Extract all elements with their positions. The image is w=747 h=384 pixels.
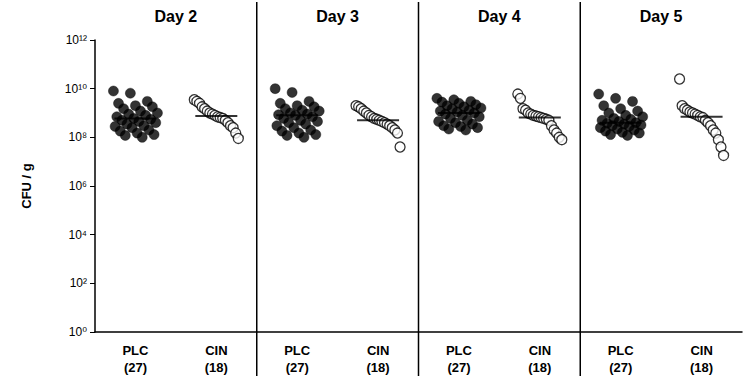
svg-text:(18): (18): [528, 360, 551, 375]
svg-text:PLC: PLC: [446, 343, 473, 358]
svg-text:Day 4: Day 4: [478, 8, 521, 25]
svg-text:(18): (18): [690, 360, 713, 375]
svg-text:PLC: PLC: [122, 343, 149, 358]
svg-text:10¹²: 10¹²: [66, 33, 87, 47]
svg-text:PLC: PLC: [284, 343, 311, 358]
svg-text:(18): (18): [205, 360, 228, 375]
svg-text:10²: 10²: [70, 276, 87, 290]
svg-text:(27): (27): [124, 360, 147, 375]
svg-text:(18): (18): [367, 360, 390, 375]
svg-text:10⁰: 10⁰: [69, 325, 87, 339]
svg-text:CIN: CIN: [367, 343, 389, 358]
svg-text:Day 5: Day 5: [640, 8, 683, 25]
svg-text:PLC: PLC: [608, 343, 635, 358]
svg-text:(27): (27): [447, 360, 470, 375]
svg-text:10⁴: 10⁴: [68, 228, 87, 242]
svg-text:(27): (27): [286, 360, 309, 375]
svg-text:10⁶: 10⁶: [69, 179, 87, 193]
svg-text:10⁸: 10⁸: [69, 130, 87, 144]
svg-text:CIN: CIN: [205, 343, 227, 358]
svg-text:10¹⁰: 10¹⁰: [65, 82, 87, 96]
svg-text:CIN: CIN: [529, 343, 551, 358]
svg-text:Day 2: Day 2: [155, 8, 198, 25]
svg-text:(27): (27): [609, 360, 632, 375]
svg-text:CFU / g: CFU / g: [19, 163, 34, 209]
svg-text:Day 3: Day 3: [316, 8, 359, 25]
svg-text:CIN: CIN: [690, 343, 712, 358]
